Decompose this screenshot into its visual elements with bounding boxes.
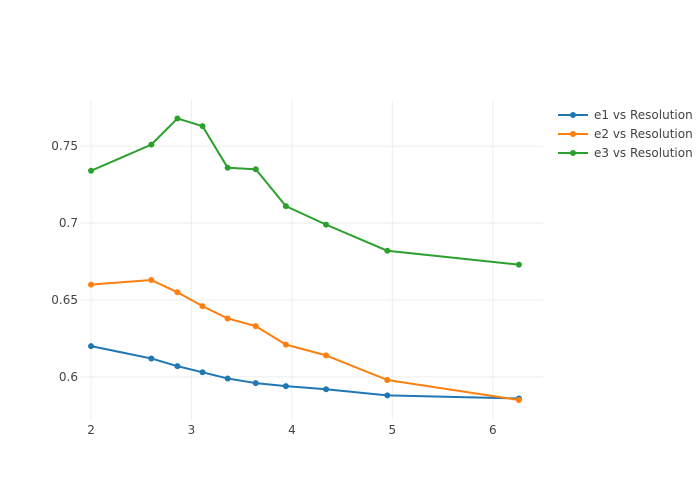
data-point[interactable]	[88, 343, 95, 350]
x-tick-label: 4	[288, 423, 296, 437]
data-point[interactable]	[384, 247, 391, 254]
legend-label: e1 vs Resolution	[594, 108, 693, 122]
data-point[interactable]	[224, 375, 231, 382]
data-point[interactable]	[148, 355, 155, 362]
legend-item[interactable]: e2 vs Resolution	[558, 127, 693, 141]
data-point[interactable]	[282, 203, 289, 210]
data-point[interactable]	[88, 281, 95, 288]
data-point[interactable]	[88, 167, 95, 174]
legend-label: e3 vs Resolution	[594, 146, 693, 160]
data-point[interactable]	[199, 123, 206, 130]
x-tick-label: 5	[389, 423, 397, 437]
data-point[interactable]	[174, 289, 181, 296]
legend-label: e2 vs Resolution	[594, 127, 693, 141]
data-point[interactable]	[148, 141, 155, 148]
data-point[interactable]	[174, 363, 181, 370]
series-1[interactable]	[88, 343, 522, 402]
series-2[interactable]	[88, 277, 522, 403]
y-tick-label: 0.65	[51, 293, 78, 307]
data-point[interactable]	[252, 380, 259, 387]
data-point[interactable]	[199, 303, 206, 310]
data-point[interactable]	[323, 221, 330, 228]
data-point[interactable]	[282, 341, 289, 348]
x-axis: 2 3 4 5 6	[87, 423, 496, 437]
data-point[interactable]	[148, 277, 155, 283]
data-point[interactable]	[384, 377, 391, 383]
series-line[interactable]	[90, 117, 520, 266]
legend-marker-swatch	[570, 112, 576, 118]
data-point[interactable]	[515, 261, 522, 268]
series-layer	[88, 115, 522, 403]
x-tick-label: 2	[87, 423, 95, 437]
data-point[interactable]	[282, 383, 289, 390]
y-tick-label: 0.6	[59, 370, 78, 384]
y-axis: 0.6 0.65 0.7 0.75	[51, 139, 78, 384]
data-point[interactable]	[323, 352, 330, 359]
legend-item[interactable]: e1 vs Resolution	[558, 108, 693, 122]
y-tick-label: 0.75	[51, 139, 78, 153]
data-point[interactable]	[323, 386, 330, 393]
data-point[interactable]	[199, 369, 206, 376]
data-point[interactable]	[515, 397, 522, 403]
x-tick-label: 6	[489, 423, 497, 437]
x-tick-label: 3	[188, 423, 196, 437]
data-point[interactable]	[252, 166, 259, 173]
y-tick-label: 0.7	[59, 216, 78, 230]
series-line[interactable]	[90, 279, 520, 401]
data-point[interactable]	[224, 315, 231, 322]
legend-marker-swatch	[570, 150, 576, 156]
legend[interactable]: e1 vs Resolution e2 vs Resolution e3 vs Re…	[558, 108, 693, 160]
series-line[interactable]	[90, 345, 519, 400]
grid-layer	[80, 100, 543, 420]
legend-marker-swatch	[570, 131, 576, 137]
data-point[interactable]	[384, 392, 391, 399]
data-point[interactable]	[224, 164, 231, 171]
series-3[interactable]	[88, 115, 522, 268]
legend-item[interactable]: e3 vs Resolution	[558, 146, 693, 160]
data-point[interactable]	[174, 115, 181, 122]
data-point[interactable]	[252, 323, 259, 330]
